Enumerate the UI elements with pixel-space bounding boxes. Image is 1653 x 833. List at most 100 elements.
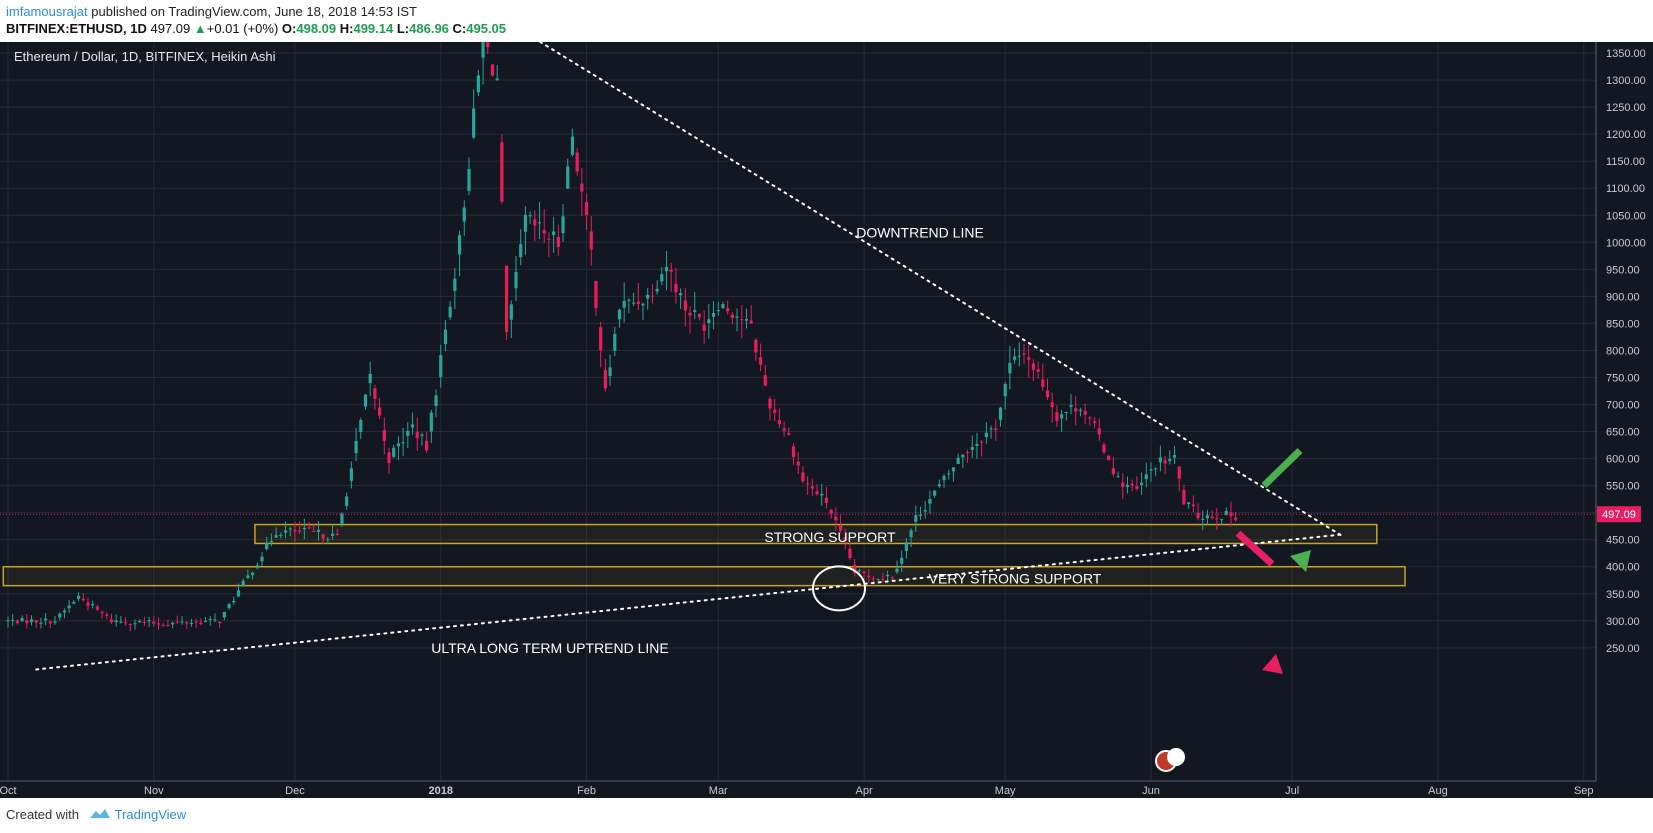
low-label: L:: [396, 21, 410, 36]
candle-body: [848, 548, 852, 559]
candle-body: [439, 355, 443, 377]
candle-body: [1116, 476, 1120, 478]
candle-body: [984, 432, 988, 438]
candle-body: [476, 75, 480, 93]
candle-body: [890, 577, 894, 579]
candle-body: [857, 569, 861, 572]
publish-info: imfamousrajat published on TradingView.c…: [6, 4, 417, 19]
candle-body: [787, 433, 791, 435]
candle-body: [928, 498, 932, 504]
candle-body: [735, 316, 739, 318]
candle-body: [349, 468, 353, 481]
candle-body: [918, 514, 923, 516]
x-tick-label: Mar: [709, 785, 728, 797]
candle-body: [401, 442, 405, 444]
candle-body: [326, 539, 330, 541]
candle-body: [279, 534, 283, 536]
candle-body: [406, 430, 410, 436]
candle-body: [199, 622, 203, 625]
candle-body: [994, 428, 998, 431]
candle-body: [382, 429, 386, 441]
candle-body: [472, 108, 476, 138]
candle-body: [1163, 460, 1167, 464]
candle-body: [862, 571, 866, 574]
down-arrow-shaft: [1235, 530, 1275, 567]
support-zones: [2, 523, 1406, 587]
author-link[interactable]: imfamousrajat: [6, 4, 88, 19]
price-axis[interactable]: [1596, 42, 1653, 798]
candle-body: [1036, 369, 1040, 372]
price-chart[interactable]: 250.00300.00350.00400.00450.00500.00550.…: [0, 0, 1653, 798]
candle-body: [213, 619, 217, 621]
candle-body: [495, 78, 499, 80]
candle-body: [777, 420, 782, 424]
candle-body: [636, 301, 640, 304]
candle-body: [951, 467, 956, 472]
candle-body: [1205, 515, 1210, 519]
price-tag-bg: [1597, 506, 1641, 523]
candle-body: [528, 215, 532, 217]
candle-body: [1121, 482, 1125, 487]
candle-body: [881, 578, 885, 580]
candle-body: [392, 447, 396, 457]
support-zone: [2, 565, 1406, 587]
candle-body: [575, 152, 579, 172]
events-badge-icon[interactable]: [1155, 748, 1185, 772]
candle-body: [603, 369, 607, 389]
candle-body: [1088, 417, 1092, 419]
candle-body: [316, 529, 321, 532]
chart-panel[interactable]: 250.00300.00350.00400.00450.00500.00550.…: [0, 0, 1653, 798]
candle-body: [1031, 363, 1036, 370]
candle-body: [86, 602, 90, 606]
candle-body: [293, 529, 297, 532]
highlight-circle: [812, 565, 866, 612]
candle-body: [641, 303, 645, 306]
uptrend-label: ULTRA LONG TERM UPTREND LINE: [431, 640, 669, 656]
grid: [0, 25, 1596, 781]
candle-body: [377, 407, 382, 416]
candle-body: [730, 314, 734, 319]
candle-body: [34, 620, 38, 623]
candle-body: [815, 491, 819, 495]
candle-body: [53, 621, 57, 623]
candle-body: [754, 339, 758, 353]
last-price: 497.09: [150, 21, 191, 36]
candle-body: [1003, 383, 1007, 397]
candle-body: [434, 395, 438, 406]
y-tick-label: 1050.00: [1606, 210, 1646, 222]
candle-body: [970, 447, 974, 450]
candle-body: [622, 300, 626, 308]
candle-body: [250, 572, 255, 576]
candle-body: [589, 231, 593, 250]
candle-body: [236, 590, 241, 597]
tradingview-link[interactable]: TradingView: [114, 807, 187, 822]
x-tick-label: Sep: [1574, 785, 1594, 797]
candle-body: [175, 621, 179, 623]
candle-body: [81, 598, 85, 601]
price-change: +0.01 (+0%): [206, 21, 279, 36]
candle-body: [425, 440, 429, 451]
candle-body: [359, 419, 363, 433]
candle-body: [721, 304, 725, 309]
candle-body: [25, 620, 29, 624]
candle-body: [1224, 511, 1228, 515]
candle-body: [867, 575, 871, 577]
candle-body: [655, 288, 659, 292]
candle-body: [669, 269, 673, 272]
candle-body: [1215, 518, 1219, 520]
candle-body: [617, 309, 622, 320]
candle-body: [1012, 356, 1017, 360]
candle-body: [1154, 468, 1158, 470]
candle-body: [683, 300, 687, 311]
candle-body: [697, 314, 702, 318]
x-tick-label: Jun: [1142, 785, 1160, 797]
y-tick-label: 800.00: [1606, 345, 1640, 357]
candle-body: [810, 486, 814, 489]
candle-body: [853, 564, 857, 574]
candle-body: [1219, 519, 1224, 521]
symbol[interactable]: BITFINEX:ETHUSD, 1D: [6, 21, 147, 36]
candle-body: [937, 484, 941, 487]
candle-body: [410, 424, 415, 428]
arrows: [1235, 447, 1311, 674]
candle-body: [1135, 486, 1139, 489]
